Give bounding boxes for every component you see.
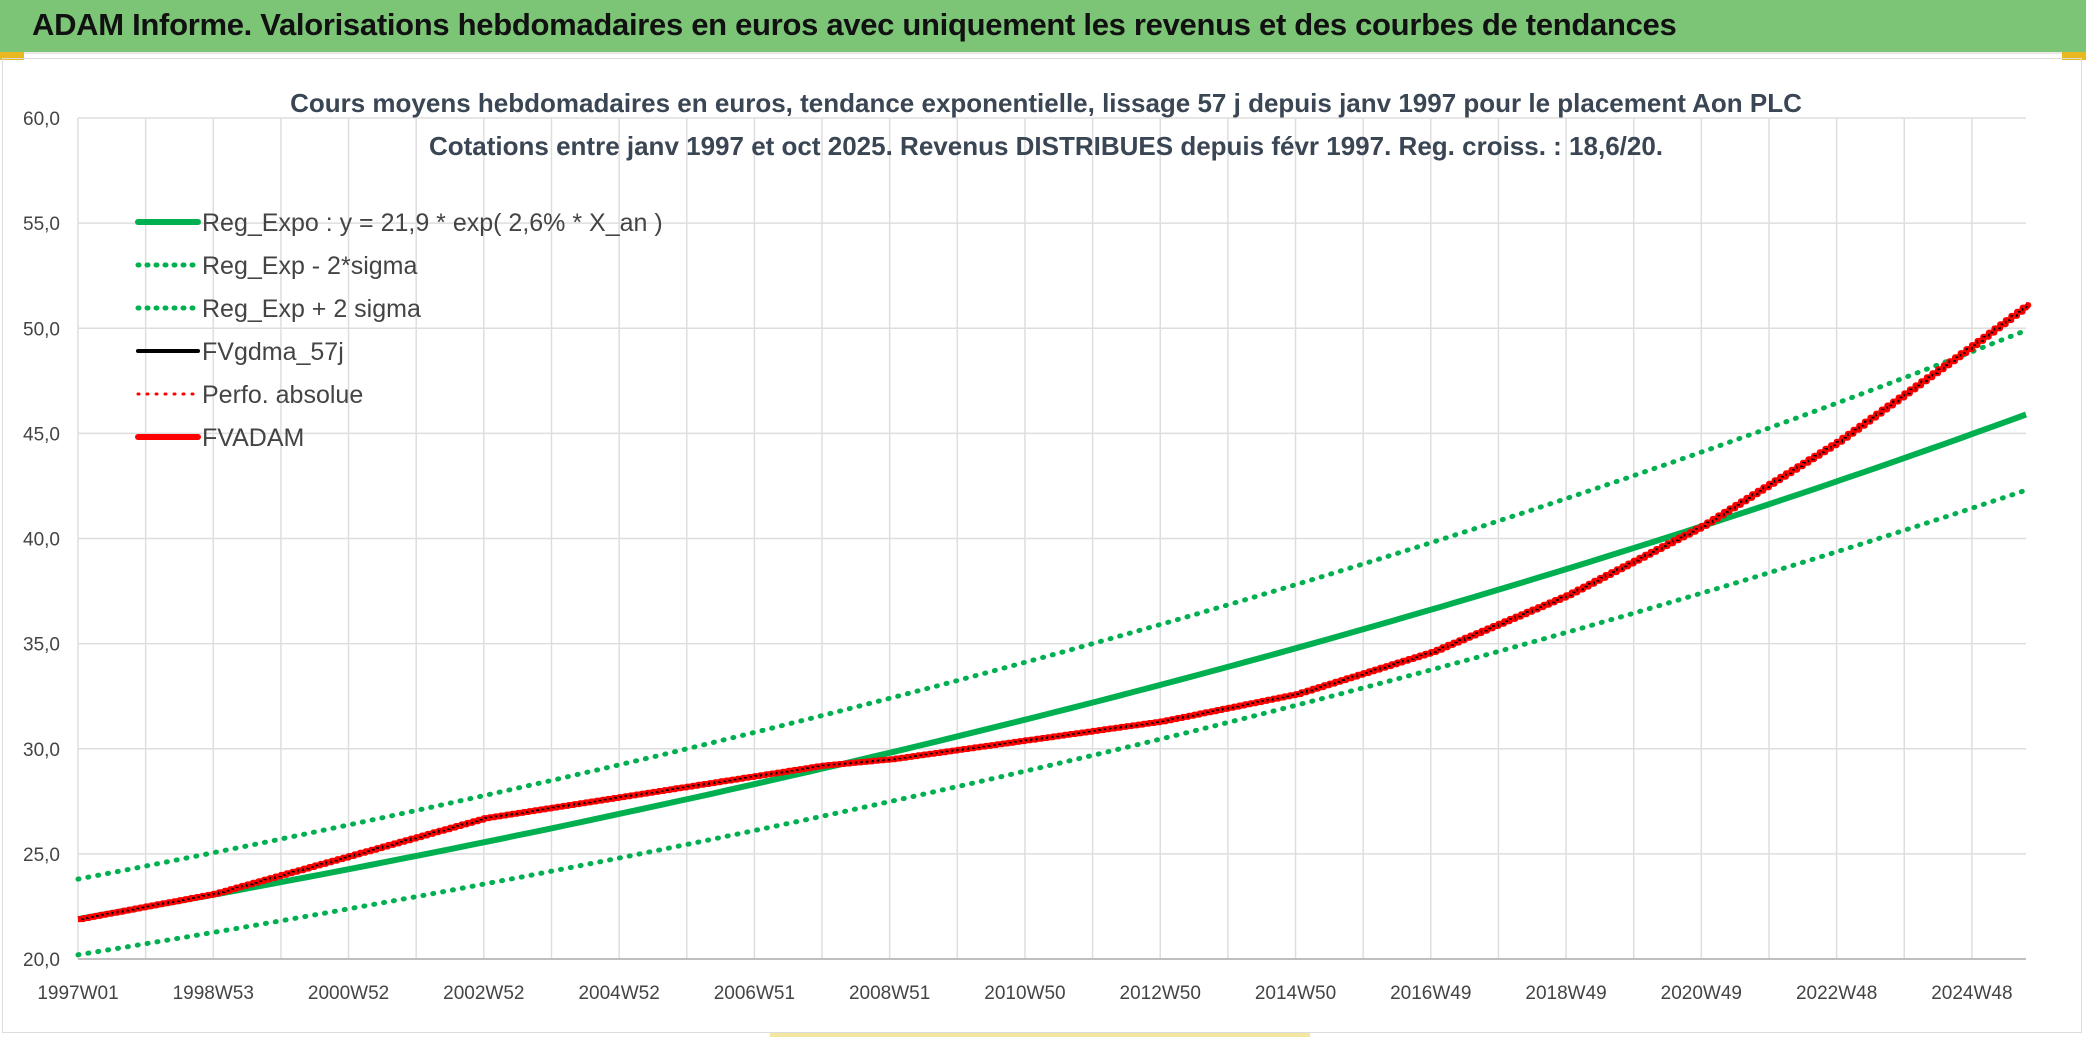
y-tick-label: 35,0 — [23, 635, 60, 656]
x-tick-label: 2014W50 — [1255, 983, 1336, 1004]
x-tick-label: 2000W52 — [308, 983, 389, 1004]
y-tick-label: 45,0 — [23, 424, 60, 445]
x-axis: 1997W01 1998W53 2000W52 2002W52 2004W52 2006W… — [37, 983, 2012, 1004]
x-tick-label: 2010W50 — [984, 983, 1065, 1004]
legend-label: Reg_Exp - 2*sigma — [202, 252, 417, 280]
chart-subtitle: Cotations entre janv 1997 et oct 2025. R… — [429, 131, 1663, 161]
x-tick-label: 1997W01 — [37, 983, 118, 1004]
legend: Reg_Expo : y = 21,9 * exp( 2,6% * X_an )… — [135, 209, 663, 452]
x-tick-label: 2004W52 — [578, 983, 659, 1004]
corner-accent-right — [2062, 52, 2086, 60]
y-tick-label: 30,0 — [23, 740, 60, 761]
y-axis: 20,0 25,0 30,0 35,0 40,0 45,0 50,0 55,0 60,0 — [23, 109, 60, 971]
series-reg-exp-2-sigma — [75, 487, 2029, 958]
series-reg-expo — [77, 411, 2028, 923]
chart-title: Cours moyens hebdomadaires en euros, ten… — [290, 88, 1802, 118]
y-tick-label: 55,0 — [23, 214, 60, 235]
corner-accent-left — [0, 52, 24, 60]
y-tick-label: 25,0 — [23, 845, 60, 866]
bottom-accent — [770, 1033, 1310, 1037]
series-fvadam — [78, 302, 2032, 923]
x-tick-label: 2016W49 — [1390, 983, 1471, 1004]
x-tick-label: 1998W53 — [173, 983, 254, 1004]
header-bar: ADAM Informe. Valorisations hebdomadaire… — [0, 0, 2086, 54]
y-tick-label: 20,0 — [23, 950, 60, 971]
legend-label: FVADAM — [202, 424, 304, 452]
x-tick-label: 2002W52 — [443, 983, 524, 1004]
y-tick-label: 40,0 — [23, 530, 60, 551]
x-tick-label: 2012W50 — [1120, 983, 1201, 1004]
series-reg-exp-2-sigma — [75, 327, 2029, 882]
grid — [77, 117, 2026, 960]
x-tick-label: 2008W51 — [849, 983, 930, 1004]
y-tick-label: 60,0 — [23, 109, 60, 130]
series-perfo-absolue — [78, 304, 2031, 921]
x-tick-label: 2006W51 — [714, 983, 795, 1004]
chart-frame — [2, 58, 2082, 1033]
legend-label: Reg_Expo : y = 21,9 * exp( 2,6% * X_an ) — [202, 209, 663, 237]
x-tick-label: 2018W49 — [1525, 983, 1606, 1004]
legend-label: FVgdma_57j — [202, 338, 344, 366]
series-fvgdma-57j — [78, 304, 2031, 920]
legend-label: Perfo. absolue — [202, 381, 363, 409]
x-tick-label: 2022W48 — [1796, 983, 1877, 1004]
report-title: ADAM Informe. Valorisations hebdomadaire… — [32, 7, 1677, 42]
x-tick-label: 2024W48 — [1931, 983, 2012, 1004]
y-tick-label: 50,0 — [23, 319, 60, 340]
x-tick-label: 2020W49 — [1661, 983, 1742, 1004]
series-lines — [75, 302, 2032, 958]
legend-label: Reg_Exp + 2 sigma — [202, 295, 421, 323]
